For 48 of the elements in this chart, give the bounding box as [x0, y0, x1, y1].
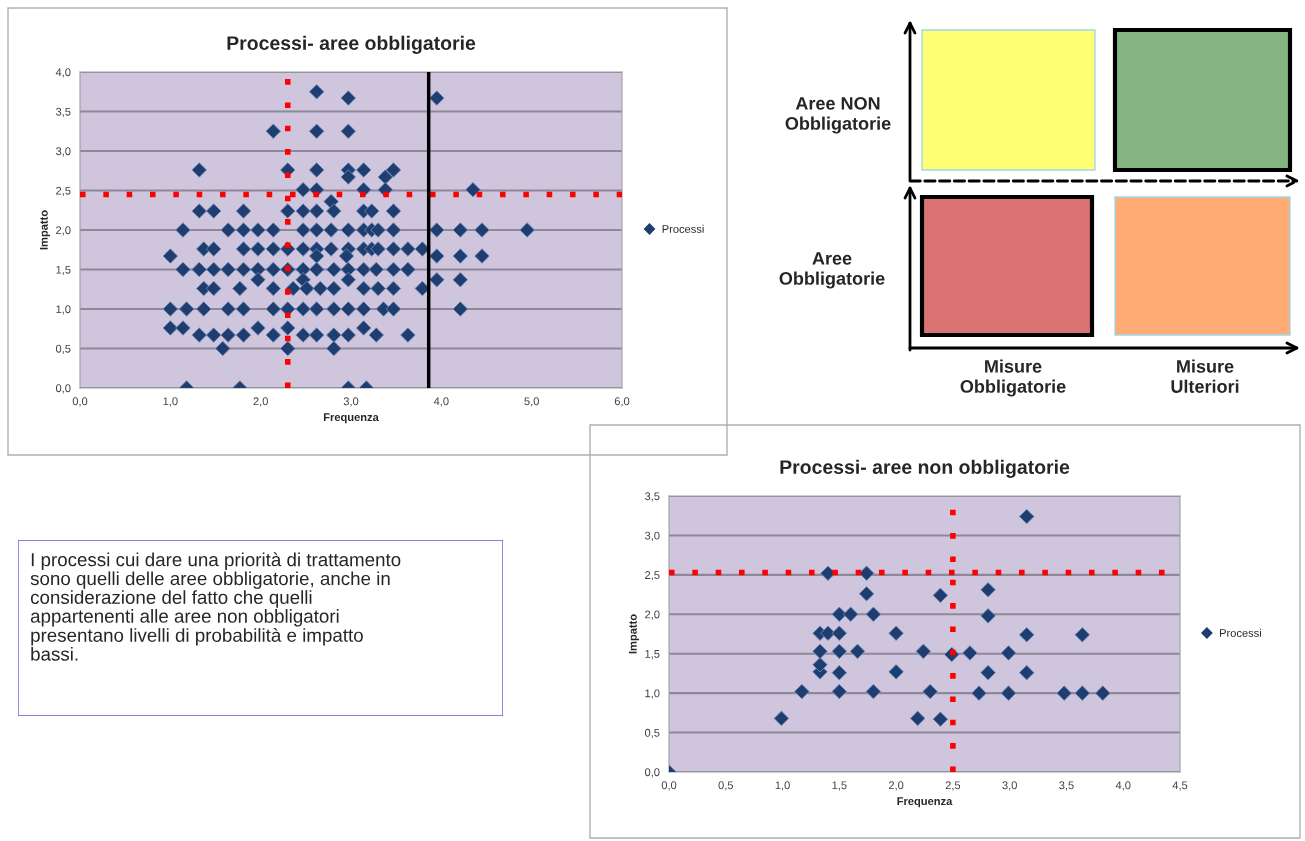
legend-label: Processi — [1220, 628, 1261, 637]
x-tick-label: 0,5 — [718, 781, 734, 791]
x-axis-title: Frequenza — [897, 797, 953, 808]
x-tick-label: 3,0 — [1002, 781, 1017, 791]
y-axis-title: Impatto — [40, 210, 50, 250]
y-tick-label: 1,0 — [645, 689, 660, 699]
x-tick-label: 3,0 — [343, 397, 359, 407]
text: Misure Ulteriori — [1171, 359, 1239, 393]
x-tick-label: 0,0 — [661, 781, 677, 791]
x-tick-label: 4,5 — [1172, 781, 1188, 791]
y-tick-label: 3,5 — [55, 107, 71, 117]
y-tick-label: 1,5 — [56, 265, 71, 275]
y-tick-label: 2,0 — [56, 226, 71, 236]
x-tick-label: 1,5 — [832, 781, 847, 791]
point — [865, 683, 882, 700]
x-tick-label: 2,0 — [253, 397, 268, 407]
y-tick-label: 1,5 — [645, 650, 660, 660]
y-axis-title: Impatto — [629, 614, 639, 654]
y-tick-label: 3,0 — [644, 531, 660, 541]
chart-title: Processi- aree obbligatorie — [227, 35, 476, 54]
chart-title: Processi- aree non obbligatorie — [780, 459, 1070, 478]
x-tick-label: 1,0 — [775, 781, 790, 791]
y-tick-label: 4,0 — [55, 68, 71, 78]
x-tick-label: 2,0 — [888, 781, 904, 791]
text: Aree Obbligatorie — [779, 252, 885, 289]
x-tick-label: 4,0 — [433, 397, 449, 407]
y-tick-label: 0,0 — [644, 768, 660, 778]
x-tick-label: 0,0 — [72, 397, 88, 407]
y-tick-label: 3,5 — [644, 492, 660, 502]
x-tick-label: 6,0 — [614, 397, 630, 407]
y-tick-label: 0,0 — [55, 384, 71, 394]
legend-label: Processi — [662, 224, 704, 233]
x-tick-label: 1,0 — [163, 397, 178, 407]
y-tick-label: 2,0 — [645, 610, 660, 620]
text: I processi cui dare una priorità di trattamento sono quelli delle aree obbligatorie, anche in considerazione del fatto che quelli appartenenti alle aree non obbligatori presentano livelli di probabilità e impatto bassi. — [30, 552, 401, 661]
y-tick-label: 1,0 — [56, 305, 71, 315]
x-tick-label: 5,0 — [524, 397, 539, 407]
y-tick-label: 0,5 — [644, 728, 660, 739]
x-tick-label: 2,5 — [945, 781, 961, 791]
y-tick-label: 2,5 — [645, 571, 660, 581]
text: Misure Obbligatorie — [960, 359, 1066, 397]
x-axis-title: Frequenza — [323, 413, 379, 424]
y-tick-label: 0,5 — [55, 344, 71, 354]
y-tick-label: 3,0 — [55, 147, 71, 157]
y-tick-label: 2,5 — [56, 186, 71, 196]
x-tick-label: 4,0 — [1115, 781, 1131, 791]
text: Aree NON Obbligatorie — [785, 96, 891, 134]
x-tick-label: 3,5 — [1059, 781, 1074, 791]
